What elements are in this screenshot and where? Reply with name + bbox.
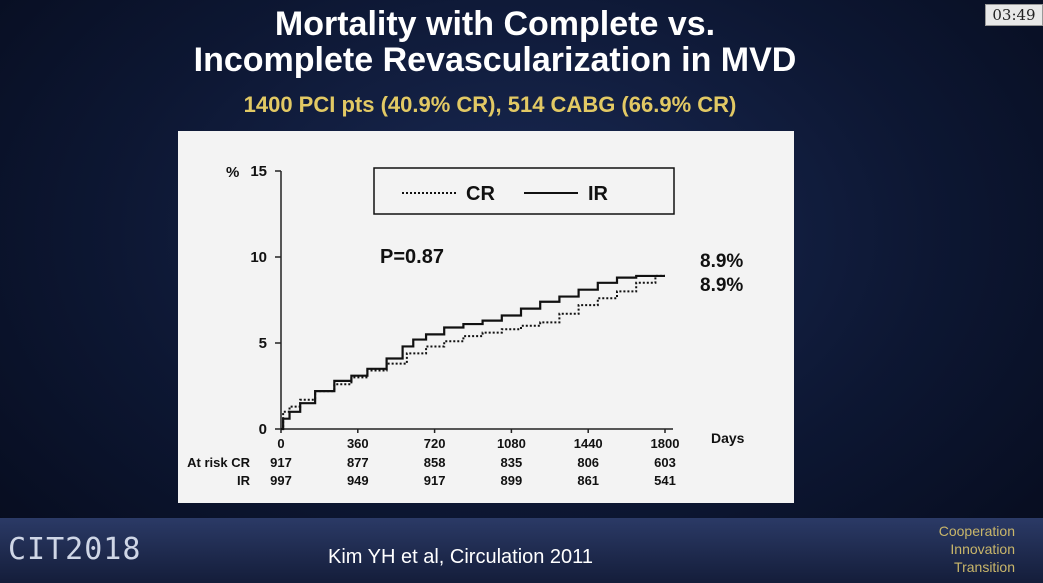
at-risk-label-cr: At risk CR [187, 455, 250, 470]
at-risk-ir-1080: 899 [501, 473, 523, 488]
citation: Kim YH et al, Circulation 2011 [328, 546, 593, 568]
end-label-ir: 8.9% [700, 251, 743, 272]
y-tick-label-10: 10 [250, 249, 267, 266]
x-tick-label-360: 360 [347, 436, 369, 451]
x-tick-label-0: 0 [277, 436, 284, 451]
at-risk-label-ir: IR [237, 473, 251, 488]
at-risk-cr-1800: 603 [654, 455, 676, 470]
at-risk-cr-720: 858 [424, 455, 446, 470]
at-risk-cr-0: 917 [270, 455, 292, 470]
legend-label-cr: CR [466, 183, 495, 205]
x-tick-label-720: 720 [424, 436, 446, 451]
legend-box [373, 167, 675, 215]
at-risk-cr-1080: 835 [501, 455, 523, 470]
at-risk-ir-0: 997 [270, 473, 292, 488]
x-tick-label-1080: 1080 [497, 436, 526, 451]
title-line-1: Mortality with Complete vs. [274, 5, 716, 43]
x-tick-label-1440: 1440 [574, 436, 603, 451]
at-risk-cr-1440: 806 [577, 455, 599, 470]
motto-line-1: Cooperation [938, 523, 1015, 539]
at-risk-ir-360: 949 [347, 473, 369, 488]
slide-title: Mortality with Complete vs. Incomplete R… [0, 6, 990, 78]
y-tick-label-5: 5 [259, 335, 267, 352]
p-value-annotation: P=0.87 [380, 246, 444, 268]
slide-subtitle: 1400 PCI pts (40.9% CR), 514 CABG (66.9%… [243, 92, 737, 117]
y-tick-label-0: 0 [259, 421, 267, 438]
legend-label-ir: IR [588, 183, 609, 205]
footer-bar [0, 518, 1043, 583]
x-axis-label: Days [711, 430, 745, 446]
y-tick-label-15: 15 [250, 163, 267, 180]
at-risk-cr-360: 877 [347, 455, 369, 470]
motto: Cooperation Innovation Transition [939, 522, 1015, 576]
chart-panel: 0 5 10 15% 0 360 720 1080 1440 1800 Days At risk CR… [178, 131, 794, 503]
at-risk-ir-720: 917 [424, 473, 446, 488]
conference-logo: CIT2018 [8, 532, 142, 567]
motto-line-2: Innovation [950, 541, 1015, 557]
at-risk-ir-1440: 861 [577, 473, 599, 488]
motto-line-3: Transition [954, 559, 1015, 575]
clock-display: 03:49 [985, 4, 1043, 26]
y-axis-label: % [226, 164, 239, 181]
series-line-cr [281, 274, 665, 430]
end-label-cr: 8.9% [700, 275, 743, 296]
title-line-2: Incomplete Revascularization in MVD [193, 41, 797, 79]
mortality-chart: 0 5 10 15% 0 360 720 1080 1440 1800 Days At risk CR… [187, 163, 745, 488]
x-tick-label-1800: 1800 [651, 436, 680, 451]
at-risk-ir-1800: 541 [654, 473, 676, 488]
series-line-ir [281, 274, 665, 431]
